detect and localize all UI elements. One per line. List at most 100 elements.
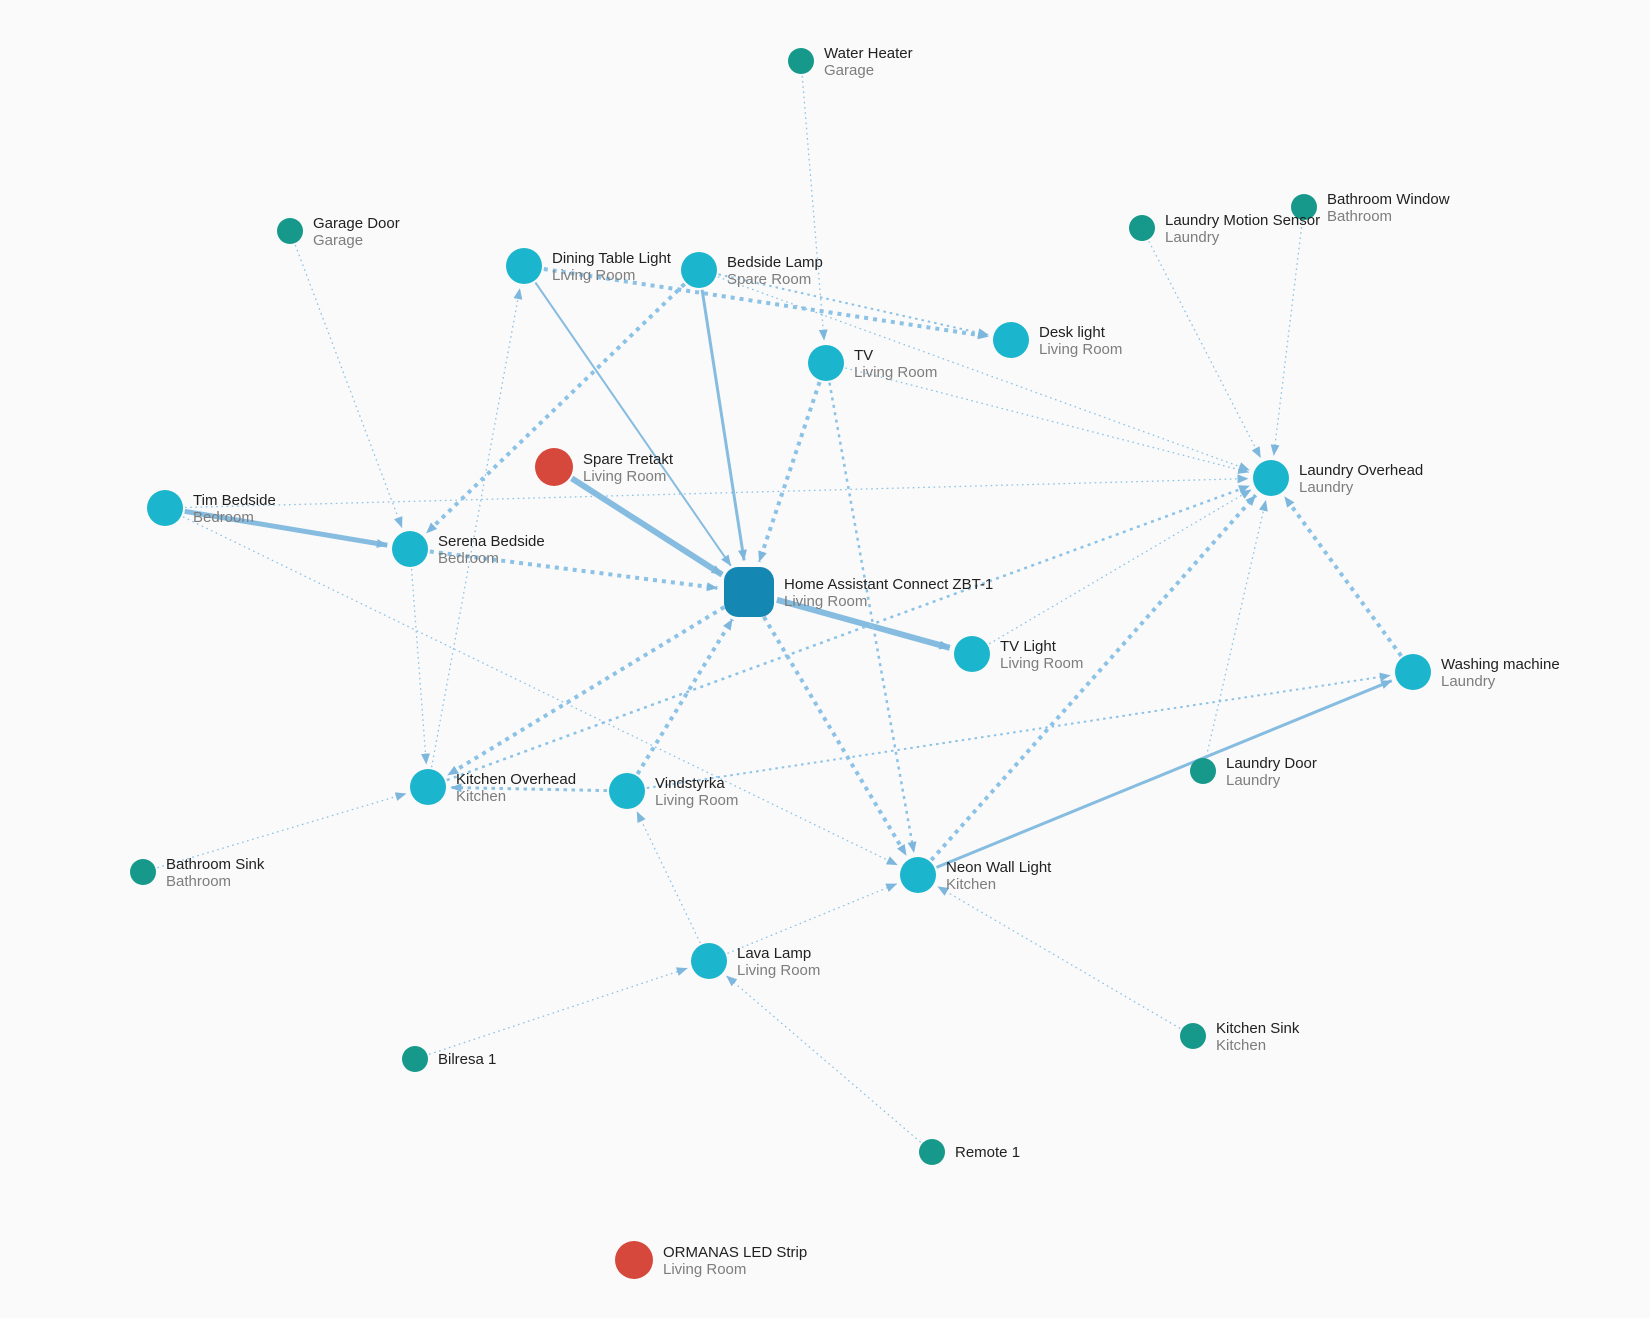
link-spare_tretakt-coordinator (570, 475, 724, 578)
link-coordinator-neon_wall (762, 615, 908, 857)
link-vindstyrka-washing_machine (646, 672, 1391, 789)
node-label: Laundry Motion Sensor (1165, 212, 1320, 229)
offline-node-shape[interactable] (615, 1241, 653, 1279)
node-room-label: Living Room (1000, 655, 1083, 672)
link-coordinator-kitchen_overhead (446, 605, 726, 777)
node-label: Bedside Lamp (727, 254, 823, 271)
end_device-node-shape[interactable] (402, 1046, 428, 1072)
node-room-label: Kitchen (1216, 1037, 1266, 1054)
node-room-label: Living Room (655, 792, 738, 809)
router-node-shape[interactable] (506, 248, 542, 284)
link-dining_table-desk_light (543, 267, 989, 340)
node-room-label: Garage (313, 232, 363, 249)
router-node-shape[interactable] (954, 636, 990, 672)
node-label: Bathroom Sink (166, 856, 265, 873)
link-lava_lamp-vindstyrka (636, 811, 701, 944)
router-node-shape[interactable] (147, 490, 183, 526)
link-tv_light-laundry_overhead (988, 489, 1252, 645)
end_device-node-shape[interactable] (919, 1139, 945, 1165)
link-bathroom_window-laundry_overhead (1270, 221, 1303, 456)
node-remote[interactable]: Remote 1 (919, 1139, 1020, 1165)
node-room-label: Living Room (854, 364, 937, 381)
offline-node-shape[interactable] (535, 448, 573, 486)
router-node-shape[interactable] (410, 769, 446, 805)
router-node-shape[interactable] (691, 943, 727, 979)
link-garage_door-serena_bedside (294, 244, 403, 528)
link-tim_bedside-serena_bedside (184, 508, 388, 548)
end_device-node-shape[interactable] (788, 48, 814, 74)
node-label: TV (854, 347, 873, 364)
node-room-label: Kitchen (946, 876, 996, 893)
router-node-shape[interactable] (993, 322, 1029, 358)
node-label: Lava Lamp (737, 945, 811, 962)
node-label: Serena Bedside (438, 533, 545, 550)
coordinator-node-shape[interactable] (724, 567, 774, 617)
link-tim_bedside-neon_wall (182, 516, 898, 866)
link-neon_wall-laundry_overhead (929, 493, 1258, 862)
edge-layer (157, 75, 1403, 1143)
router-node-shape[interactable] (1395, 654, 1431, 690)
router-node-shape[interactable] (681, 252, 717, 288)
end_device-node-shape[interactable] (1180, 1023, 1206, 1049)
node-room-label: Bedroom (438, 550, 499, 567)
link-serena_bedside-kitchen_overhead (410, 568, 430, 765)
node-room-label: Living Room (737, 962, 820, 979)
end_device-node-shape[interactable] (1129, 215, 1155, 241)
router-node-shape[interactable] (808, 345, 844, 381)
link-tv-neon_wall (828, 382, 917, 853)
router-node-shape[interactable] (392, 531, 428, 567)
end_device-node-shape[interactable] (277, 218, 303, 244)
link-tv-laundry_overhead (845, 367, 1250, 474)
link-kitchen_overhead-laundry_overhead (446, 484, 1250, 782)
link-kitchen_sink-neon_wall (937, 886, 1181, 1029)
node-label: Dining Table Light (552, 250, 672, 267)
link-neon_wall-washing_machine (935, 679, 1393, 869)
node-room-label: Laundry (1299, 479, 1354, 496)
end_device-node-shape[interactable] (1190, 758, 1216, 784)
router-node-shape[interactable] (900, 857, 936, 893)
link-bedside_lamp-laundry_overhead (717, 276, 1250, 471)
end_device-node-shape[interactable] (1291, 194, 1317, 220)
link-water_heater-tv (801, 75, 828, 341)
link-lava_lamp-neon_wall (727, 883, 898, 955)
link-tim_bedside-laundry_overhead (184, 474, 1249, 509)
node-label: Desk light (1039, 324, 1106, 341)
end_device-node-shape[interactable] (130, 859, 156, 885)
node-room-label: Bathroom (166, 873, 231, 890)
node-bilresa[interactable]: Bilresa 1 (402, 1046, 496, 1072)
link-washing_machine-laundry_overhead (1282, 495, 1403, 658)
router-node-shape[interactable] (609, 773, 645, 809)
link-dining_table-coordinator (534, 281, 732, 567)
node-room-label: Living Room (663, 1261, 746, 1278)
router-node-shape[interactable] (1253, 460, 1289, 496)
node-label: Garage Door (313, 215, 400, 232)
link-serena_bedside-coordinator (429, 549, 718, 592)
node-label: ORMANAS LED Strip (663, 1244, 807, 1261)
node-room-label: Living Room (1039, 341, 1122, 358)
